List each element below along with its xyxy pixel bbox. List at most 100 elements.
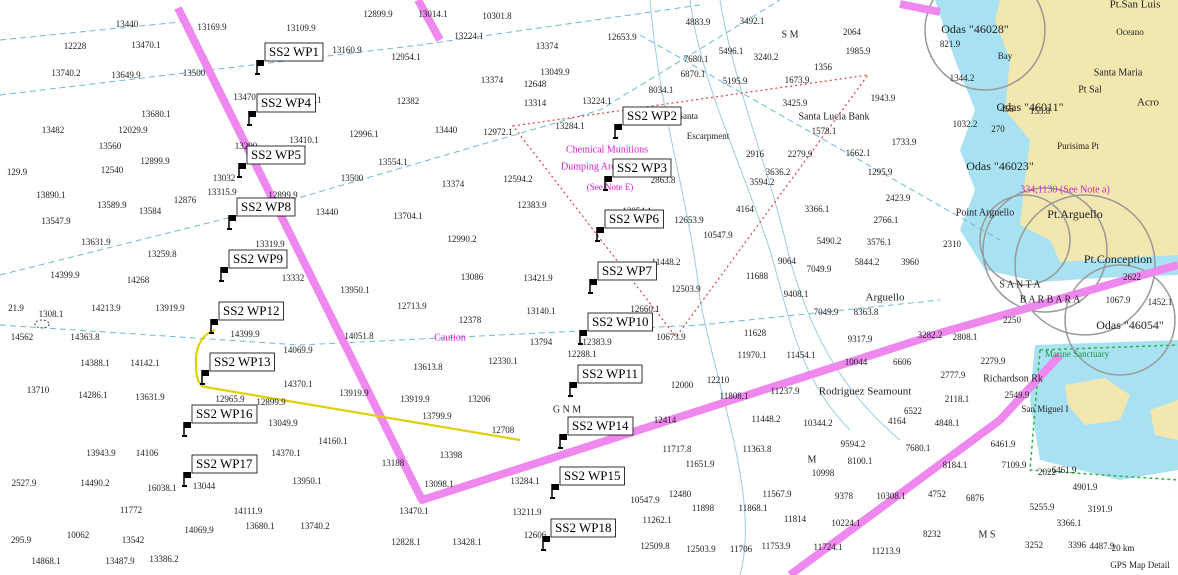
sounding: 13613.8 xyxy=(413,362,443,372)
sounding: 13919.9 xyxy=(339,388,369,398)
sounding: 4487.9 xyxy=(1090,541,1115,551)
place-label: Chemical Munitions xyxy=(566,144,648,155)
flag xyxy=(552,484,559,490)
waypoint-label: SS2 WP9 xyxy=(233,251,283,266)
sounding: 13482 xyxy=(42,125,65,135)
sounding: 12503.9 xyxy=(671,284,701,294)
sounding: 12594.2 xyxy=(503,174,532,184)
sounding: 12383.9 xyxy=(517,200,547,210)
sounding: 3366.1 xyxy=(1057,518,1082,528)
sounding: 12899.9 xyxy=(363,9,393,19)
sounding: 1295.9 xyxy=(868,167,893,177)
waypoint-box xyxy=(577,364,643,384)
place-label: Bay xyxy=(998,51,1013,61)
sounding: 2310 xyxy=(943,239,962,249)
flag xyxy=(605,176,612,182)
flag xyxy=(590,279,597,285)
sounding: 11567.9 xyxy=(763,489,792,499)
sounding: 13500 xyxy=(341,173,364,183)
track-line xyxy=(194,328,521,442)
place-label: Caution xyxy=(434,332,466,343)
place-label: Rodriguez Seamount xyxy=(819,386,912,398)
waypoint-box xyxy=(264,42,324,62)
sounding: 13315.9 xyxy=(207,187,237,197)
place-label: S M xyxy=(782,29,799,40)
waypoint-label: SS2 WP2 xyxy=(627,108,677,123)
sounding: 13740.2 xyxy=(51,68,80,78)
place-label: Acro xyxy=(1137,97,1159,109)
sounding: 11651.9 xyxy=(686,459,715,469)
sounding: 12378 xyxy=(459,315,482,325)
sounding: 13211.9 xyxy=(513,507,542,517)
waypoint: SS2 WP1 xyxy=(255,42,324,75)
flag-base xyxy=(182,485,187,487)
sounding: 10547.9 xyxy=(703,230,733,240)
sounding: 12540 xyxy=(101,165,124,175)
sounding: 13470.1 xyxy=(399,506,428,516)
sounding: 13374 xyxy=(481,75,504,85)
waypoint-box xyxy=(218,301,284,321)
sounding: 7680.1 xyxy=(684,54,709,64)
sounding: 3252 xyxy=(1025,540,1043,550)
sounding: 12029.9 xyxy=(118,125,148,135)
place-label: Richardson Rk xyxy=(983,373,1043,384)
sounding: 3636.2 xyxy=(766,167,791,177)
sounding: 12899.9 xyxy=(140,156,170,166)
sounding: 2916 xyxy=(746,149,765,159)
flag-base xyxy=(595,240,600,242)
sounding: 12509.8 xyxy=(640,541,670,551)
sounding: 13542 xyxy=(122,535,145,545)
sounding: 11970.1 xyxy=(738,350,767,360)
waypoint-label: SS2 WP16 xyxy=(196,406,253,421)
sounding: 129.9 xyxy=(7,167,28,177)
sounding: 1452.1 xyxy=(1148,297,1173,307)
flag-base xyxy=(209,332,214,334)
sounding: 12965.9 xyxy=(215,394,245,404)
sounding: 12330.1 xyxy=(488,356,517,366)
sounding: 2622 xyxy=(1123,272,1141,282)
sounding: 3492.1 xyxy=(740,16,765,26)
sounding: 13386.2 xyxy=(149,554,178,564)
flag-base xyxy=(541,549,546,551)
sounding: 13206 xyxy=(468,394,491,404)
waypoint-box xyxy=(559,466,625,486)
sounding: 5844.2 xyxy=(855,257,880,267)
sounding: 11772 xyxy=(120,505,142,515)
place-label: Santa Lucia Bank xyxy=(798,111,869,122)
sounding: 5255.9 xyxy=(1030,502,1055,512)
sounding: 1032.2 xyxy=(953,119,978,129)
sounding: 13160.9 xyxy=(332,45,362,55)
sounding: 13740.2 xyxy=(300,521,329,531)
sounding: 12996.1 xyxy=(349,129,378,139)
sounding: 12899.9 xyxy=(268,190,298,200)
waypoint-label: SS2 WP3 xyxy=(617,160,667,175)
waypoint-label: SS2 WP1 xyxy=(269,44,319,59)
sounding: 10044 xyxy=(845,357,868,367)
waypoint-label: SS2 WP5 xyxy=(251,147,301,162)
flag-base xyxy=(603,189,608,191)
waypoint-label: SS2 WP13 xyxy=(214,354,270,369)
sounding: 13950.1 xyxy=(292,476,321,486)
range-circles xyxy=(924,0,1176,376)
waypoint-box xyxy=(228,249,288,269)
sounding: 13374 xyxy=(536,41,559,51)
sounding: 14142.1 xyxy=(130,358,159,368)
restricted-area xyxy=(174,0,1178,575)
sounding: 1673.9 xyxy=(785,75,810,85)
sounding: 2423.9 xyxy=(886,193,911,203)
flag-base xyxy=(588,292,593,294)
sounding: 12899.9 xyxy=(256,397,286,407)
waypoint-label: SS2 WP12 xyxy=(223,303,279,318)
sounding: 11814 xyxy=(784,514,807,524)
sounding: 1578.1 xyxy=(812,126,837,136)
sounding: 12228 xyxy=(64,41,87,51)
sounding: 295.9 xyxy=(11,535,32,545)
waypoint: SS2 WP16 xyxy=(182,404,258,437)
sounding: 13919.9 xyxy=(155,303,185,313)
sounding: 9317.9 xyxy=(848,334,873,344)
waypoint: SS2 WP2 xyxy=(613,106,682,139)
sounding: 11688 xyxy=(746,271,769,281)
waypoint: SS2 WP6 xyxy=(595,209,664,242)
sounding: 14286.1 xyxy=(78,390,107,400)
sounding: 13584 xyxy=(139,206,162,216)
